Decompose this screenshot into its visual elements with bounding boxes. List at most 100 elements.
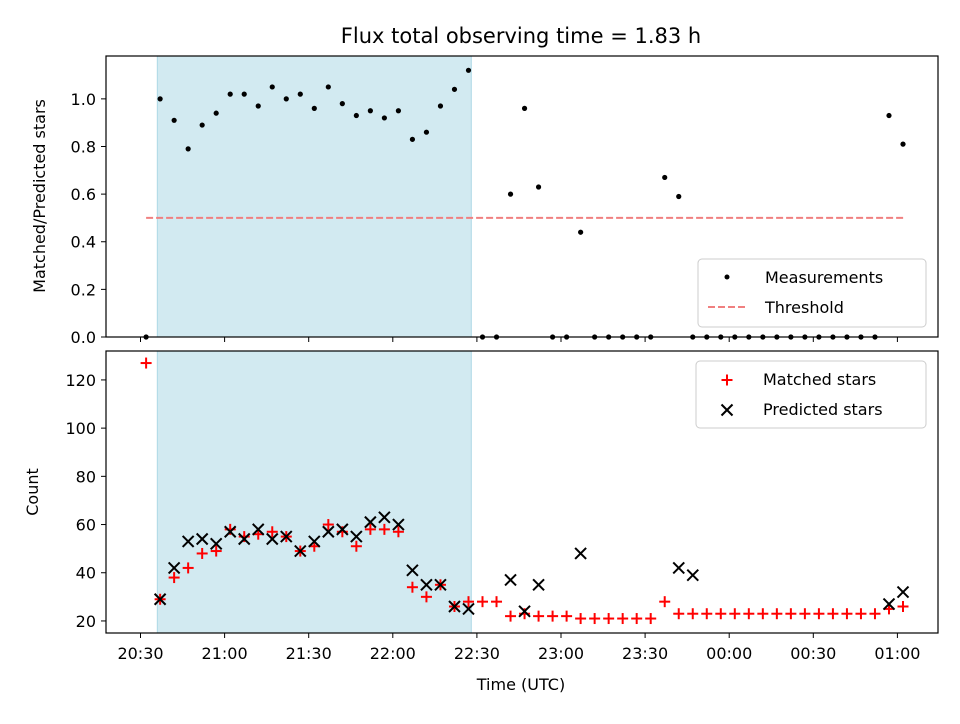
predicted-star-point bbox=[882, 597, 896, 611]
matched-star-point bbox=[196, 547, 208, 559]
predicted-star-point bbox=[167, 561, 181, 575]
predicted-star-point bbox=[518, 605, 531, 618]
matched-star-point bbox=[869, 608, 881, 620]
matched-star-point bbox=[757, 608, 769, 620]
predicted-star-point bbox=[209, 537, 223, 551]
bottom-ytick-label: 100 bbox=[65, 419, 96, 438]
matched-star-point bbox=[547, 610, 559, 622]
matched-star-point bbox=[687, 608, 699, 620]
measurement-point bbox=[535, 184, 542, 190]
matched-star-point bbox=[210, 545, 222, 557]
legend-label-predicted: Predicted stars bbox=[763, 400, 883, 419]
predicted-star-point bbox=[378, 511, 391, 524]
matched-star-point bbox=[491, 596, 503, 608]
matched-star-point bbox=[603, 613, 615, 625]
measurement-point bbox=[423, 129, 430, 135]
matched-star-point bbox=[322, 519, 334, 531]
top-legend-box bbox=[697, 258, 927, 328]
bottom-ytick-label: 120 bbox=[65, 371, 96, 390]
measurement-point bbox=[381, 115, 387, 121]
top-ylabel: Matched/Predicted stars bbox=[30, 99, 49, 293]
matched-star-point bbox=[743, 608, 755, 620]
bottom-legend-box bbox=[695, 360, 927, 429]
matched-star-point bbox=[897, 600, 909, 612]
legend-label-measurements: Measurements bbox=[765, 268, 883, 287]
matched-star-point bbox=[827, 608, 839, 620]
legend-marker-matched bbox=[721, 374, 733, 386]
predicted-star-point bbox=[364, 515, 377, 529]
measurement-point bbox=[283, 96, 289, 102]
bottom-xtick-label: 21:00 bbox=[202, 644, 248, 663]
bottom-ytick-label: 20 bbox=[76, 612, 96, 631]
matched-star-point bbox=[701, 608, 713, 620]
predicted-star-point bbox=[238, 532, 251, 546]
matched-star-point bbox=[462, 596, 474, 608]
bottom-xtick-label: 22:30 bbox=[454, 644, 500, 663]
legend-marker-predicted bbox=[720, 403, 734, 417]
top-ytick-label: 0.6 bbox=[71, 185, 96, 204]
legend-marker-measurements bbox=[724, 274, 730, 280]
bottom-axes-frame bbox=[105, 350, 939, 634]
predicted-star-point bbox=[504, 573, 517, 587]
predicted-star-point bbox=[181, 535, 195, 548]
matched-star-point bbox=[799, 608, 811, 620]
matched-star-point bbox=[378, 523, 390, 535]
matched-star-point bbox=[364, 523, 376, 535]
legend-label-threshold: Threshold bbox=[764, 298, 844, 317]
top-ytick-label: 0.2 bbox=[71, 280, 96, 299]
bottom-ytick-label: 80 bbox=[76, 467, 96, 486]
matched-star-point bbox=[406, 581, 418, 593]
measurement-point bbox=[213, 110, 219, 116]
matched-star-point bbox=[392, 526, 404, 538]
predicted-star-point bbox=[434, 578, 447, 592]
observing-window-shade bbox=[156, 55, 472, 338]
bottom-xtick-label: 22:00 bbox=[370, 644, 416, 663]
bottom-xlabel: Time (UTC) bbox=[476, 675, 565, 694]
predicted-star-point bbox=[153, 593, 167, 606]
matched-star-point bbox=[477, 596, 489, 608]
top-panel: 0.0 0.2 0.4 0.6 0.8 1.0 Matched/Predicted sta… bbox=[30, 55, 939, 347]
predicted-star-point bbox=[392, 518, 405, 531]
matched-star-point bbox=[533, 610, 545, 622]
matched-star-point bbox=[420, 591, 432, 603]
measurement-point bbox=[662, 174, 668, 181]
matched-star-point bbox=[519, 608, 531, 620]
measurement-point bbox=[886, 112, 892, 119]
matched-star-point bbox=[505, 610, 517, 622]
bottom-panel: 20 40 60 80 100 120 20:30 21:00 21:30 22:00 22:30… bbox=[23, 350, 939, 694]
measurement-point bbox=[297, 91, 303, 97]
bottom-ytick-label: 60 bbox=[76, 516, 96, 535]
top-ytick-label: 0.0 bbox=[71, 328, 96, 347]
measurement-point bbox=[367, 108, 373, 114]
predicted-star-point bbox=[308, 535, 321, 548]
bottom-ylabel: Count bbox=[23, 468, 42, 516]
chart-title: Flux total observing time = 1.83 h bbox=[341, 24, 701, 48]
matched-star-point bbox=[813, 608, 825, 620]
predicted-star-point bbox=[252, 523, 265, 536]
top-axes-frame bbox=[105, 55, 939, 338]
matched-star-point bbox=[617, 613, 629, 625]
measurement-point bbox=[465, 67, 472, 73]
measurement-point bbox=[353, 112, 359, 119]
predicted-star-point bbox=[420, 578, 433, 592]
measurement-point bbox=[269, 84, 275, 90]
matched-star-point bbox=[771, 608, 783, 620]
matched-star-point bbox=[182, 562, 194, 574]
measurement-point bbox=[311, 105, 317, 111]
bottom-xtick-label: 21:30 bbox=[286, 644, 332, 663]
bottom-xtick-label: 00:30 bbox=[790, 644, 836, 663]
matched-star-point bbox=[575, 613, 587, 625]
predicted-star-point bbox=[462, 602, 475, 616]
predicted-star-point bbox=[406, 564, 419, 577]
measurement-point bbox=[409, 136, 416, 142]
matched-star-point bbox=[631, 613, 643, 625]
measurement-point bbox=[451, 86, 458, 92]
measurement-point bbox=[676, 193, 682, 200]
predicted-star-point bbox=[223, 525, 237, 538]
bottom-xtick-label: 23:30 bbox=[622, 644, 668, 663]
legend-label-matched: Matched stars bbox=[763, 370, 876, 389]
measurement-point bbox=[157, 96, 163, 102]
matched-star-point bbox=[729, 608, 741, 620]
bottom-xtick-label: 23:00 bbox=[538, 644, 584, 663]
predicted-star-point bbox=[280, 530, 293, 543]
